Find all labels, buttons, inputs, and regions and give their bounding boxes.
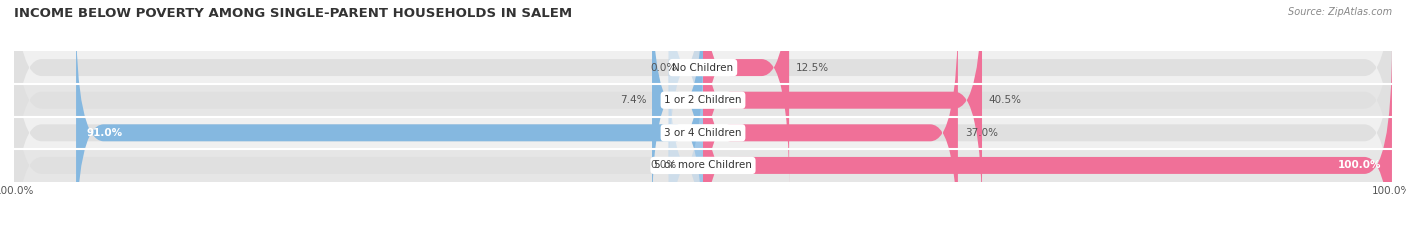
FancyBboxPatch shape bbox=[703, 43, 1392, 233]
Text: 5 or more Children: 5 or more Children bbox=[654, 161, 752, 170]
FancyBboxPatch shape bbox=[703, 11, 957, 233]
Text: 12.5%: 12.5% bbox=[796, 63, 830, 72]
Text: 40.5%: 40.5% bbox=[988, 95, 1022, 105]
Text: 7.4%: 7.4% bbox=[620, 95, 647, 105]
FancyBboxPatch shape bbox=[703, 11, 1392, 233]
Bar bbox=[14, 149, 1392, 182]
Text: INCOME BELOW POVERTY AMONG SINGLE-PARENT HOUSEHOLDS IN SALEM: INCOME BELOW POVERTY AMONG SINGLE-PARENT… bbox=[14, 7, 572, 20]
Bar bbox=[14, 51, 1392, 84]
FancyBboxPatch shape bbox=[703, 0, 1392, 190]
FancyBboxPatch shape bbox=[14, 0, 703, 190]
Text: 1 or 2 Children: 1 or 2 Children bbox=[664, 95, 742, 105]
Text: 3 or 4 Children: 3 or 4 Children bbox=[664, 128, 742, 138]
FancyBboxPatch shape bbox=[652, 0, 703, 222]
FancyBboxPatch shape bbox=[703, 0, 789, 190]
FancyBboxPatch shape bbox=[703, 0, 981, 222]
Bar bbox=[14, 84, 1392, 116]
FancyBboxPatch shape bbox=[76, 11, 703, 233]
FancyBboxPatch shape bbox=[14, 11, 703, 233]
Text: 0.0%: 0.0% bbox=[651, 63, 676, 72]
Legend: Single Father, Single Mother: Single Father, Single Mother bbox=[598, 229, 808, 233]
Bar bbox=[14, 116, 1392, 149]
FancyBboxPatch shape bbox=[669, 43, 703, 233]
Text: 100.0%: 100.0% bbox=[1339, 161, 1382, 170]
Text: Source: ZipAtlas.com: Source: ZipAtlas.com bbox=[1288, 7, 1392, 17]
FancyBboxPatch shape bbox=[703, 43, 1392, 233]
FancyBboxPatch shape bbox=[669, 0, 703, 190]
Text: No Children: No Children bbox=[672, 63, 734, 72]
FancyBboxPatch shape bbox=[14, 0, 703, 222]
FancyBboxPatch shape bbox=[703, 0, 1392, 222]
FancyBboxPatch shape bbox=[14, 43, 703, 233]
Text: 91.0%: 91.0% bbox=[86, 128, 122, 138]
Text: 37.0%: 37.0% bbox=[965, 128, 998, 138]
Text: 0.0%: 0.0% bbox=[651, 161, 676, 170]
